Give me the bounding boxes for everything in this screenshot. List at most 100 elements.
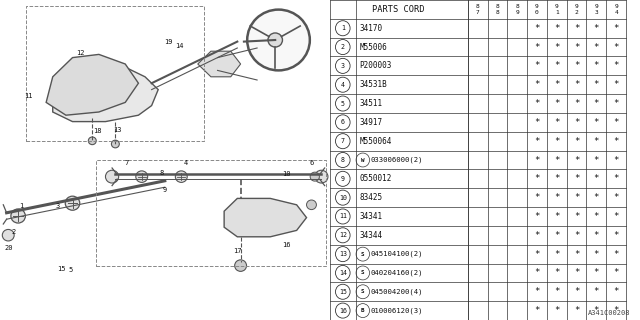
Text: *: * [614,193,619,202]
Text: 8: 8 [476,4,479,9]
Text: 15: 15 [339,289,347,295]
Text: *: * [534,137,540,146]
Text: *: * [554,80,559,89]
Text: 9: 9 [555,4,559,9]
Text: 8: 8 [495,10,499,15]
Circle shape [136,171,148,182]
Text: S: S [361,289,365,294]
Text: *: * [574,250,579,259]
Text: *: * [574,43,579,52]
Text: 7: 7 [476,10,479,15]
Text: *: * [614,118,619,127]
Text: 11: 11 [339,213,347,220]
Polygon shape [46,54,138,115]
Text: *: * [594,174,599,183]
Text: *: * [554,99,559,108]
Text: 9: 9 [575,4,579,9]
Circle shape [335,303,350,318]
Text: 0: 0 [535,10,539,15]
Text: 040204160(2): 040204160(2) [371,270,424,276]
Circle shape [268,33,282,47]
Text: S: S [361,252,365,257]
Text: 2: 2 [575,10,579,15]
Circle shape [356,153,369,167]
Text: S: S [361,270,365,276]
Text: M550064: M550064 [360,137,392,146]
Circle shape [335,96,350,111]
Polygon shape [198,51,241,77]
Text: 1: 1 [340,25,345,31]
Text: *: * [554,43,559,52]
Text: 4: 4 [340,82,345,88]
Text: 16: 16 [339,308,347,314]
Circle shape [335,40,350,55]
Text: *: * [614,250,619,259]
Text: *: * [594,118,599,127]
Circle shape [247,10,310,70]
Text: 7: 7 [340,138,345,144]
Text: 10: 10 [339,195,347,201]
Text: 19: 19 [164,39,172,44]
Text: *: * [574,212,579,221]
Circle shape [65,196,80,210]
Text: *: * [534,193,540,202]
Text: *: * [574,61,579,70]
Text: 14: 14 [175,44,184,49]
Text: 0550012: 0550012 [360,174,392,183]
Text: *: * [574,80,579,89]
Text: 34511: 34511 [360,99,383,108]
Text: 34170: 34170 [360,24,383,33]
Text: 2: 2 [11,229,15,235]
Text: 045104100(2): 045104100(2) [371,251,424,257]
Text: 20: 20 [4,245,13,251]
Text: P200003: P200003 [360,61,392,70]
Circle shape [310,172,319,181]
Circle shape [356,304,369,317]
Text: *: * [554,156,559,164]
Text: *: * [594,156,599,164]
Circle shape [315,170,328,183]
Text: 7: 7 [125,160,129,166]
Text: *: * [594,231,599,240]
Text: *: * [534,174,540,183]
Circle shape [356,266,369,280]
Text: 9: 9 [595,4,598,9]
Text: *: * [534,287,540,296]
Text: *: * [594,193,599,202]
Text: *: * [594,268,599,277]
Circle shape [307,200,316,210]
Circle shape [335,228,350,243]
Text: 16: 16 [282,242,291,248]
Circle shape [175,171,188,182]
Text: *: * [594,43,599,52]
Text: *: * [614,212,619,221]
Text: *: * [614,156,619,164]
Text: *: * [534,118,540,127]
Text: 8: 8 [495,4,499,9]
Text: 033006000(2): 033006000(2) [371,157,424,163]
Text: *: * [574,231,579,240]
Text: *: * [554,212,559,221]
Text: *: * [554,174,559,183]
Text: 4: 4 [614,10,618,15]
Text: 18: 18 [93,128,102,134]
Text: 12: 12 [339,232,347,238]
Text: 1: 1 [555,10,559,15]
Text: *: * [574,287,579,296]
Text: 13: 13 [113,127,121,132]
Text: *: * [554,231,559,240]
Text: *: * [534,231,540,240]
Text: 15: 15 [57,266,65,272]
Text: *: * [594,80,599,89]
Text: 045004200(4): 045004200(4) [371,289,424,295]
Text: *: * [554,24,559,33]
Text: *: * [534,250,540,259]
Polygon shape [224,198,307,237]
Text: A341C00208: A341C00208 [588,310,630,316]
Text: *: * [614,287,619,296]
Text: *: * [554,61,559,70]
Circle shape [3,229,14,241]
Text: *: * [554,287,559,296]
Circle shape [335,115,350,130]
Text: *: * [594,212,599,221]
